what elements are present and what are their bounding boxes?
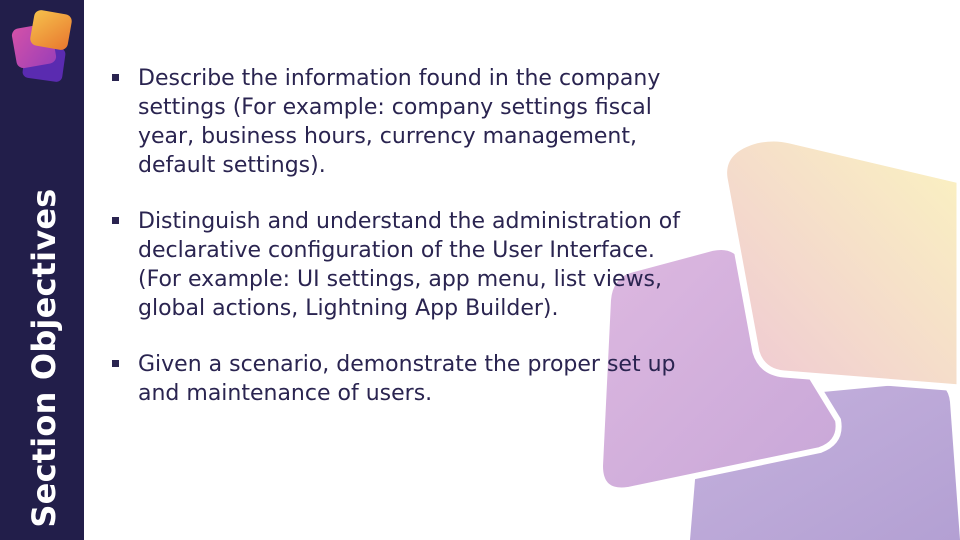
objective-item: Describe the information found in the co… bbox=[110, 64, 690, 180]
objectives-list: Describe the information found in the co… bbox=[110, 64, 690, 435]
section-title: Section Objectives bbox=[25, 188, 63, 528]
bullet-square-icon bbox=[112, 217, 119, 224]
bullet-square-icon bbox=[112, 74, 119, 81]
objective-item: Distinguish and understand the administr… bbox=[110, 207, 690, 323]
objective-item: Given a scenario, demonstrate the proper… bbox=[110, 350, 690, 408]
bullet-square-icon bbox=[112, 360, 119, 367]
sidebar: Section Objectives bbox=[0, 0, 84, 540]
objective-text: Given a scenario, demonstrate the proper… bbox=[138, 352, 676, 406]
decorative-tiles bbox=[596, 134, 960, 540]
stacked-tiles-logo-icon bbox=[11, 10, 72, 82]
objective-text: Distinguish and understand the administr… bbox=[138, 209, 680, 321]
objective-text: Describe the information found in the co… bbox=[138, 66, 661, 178]
yellow-tile bbox=[720, 134, 960, 392]
